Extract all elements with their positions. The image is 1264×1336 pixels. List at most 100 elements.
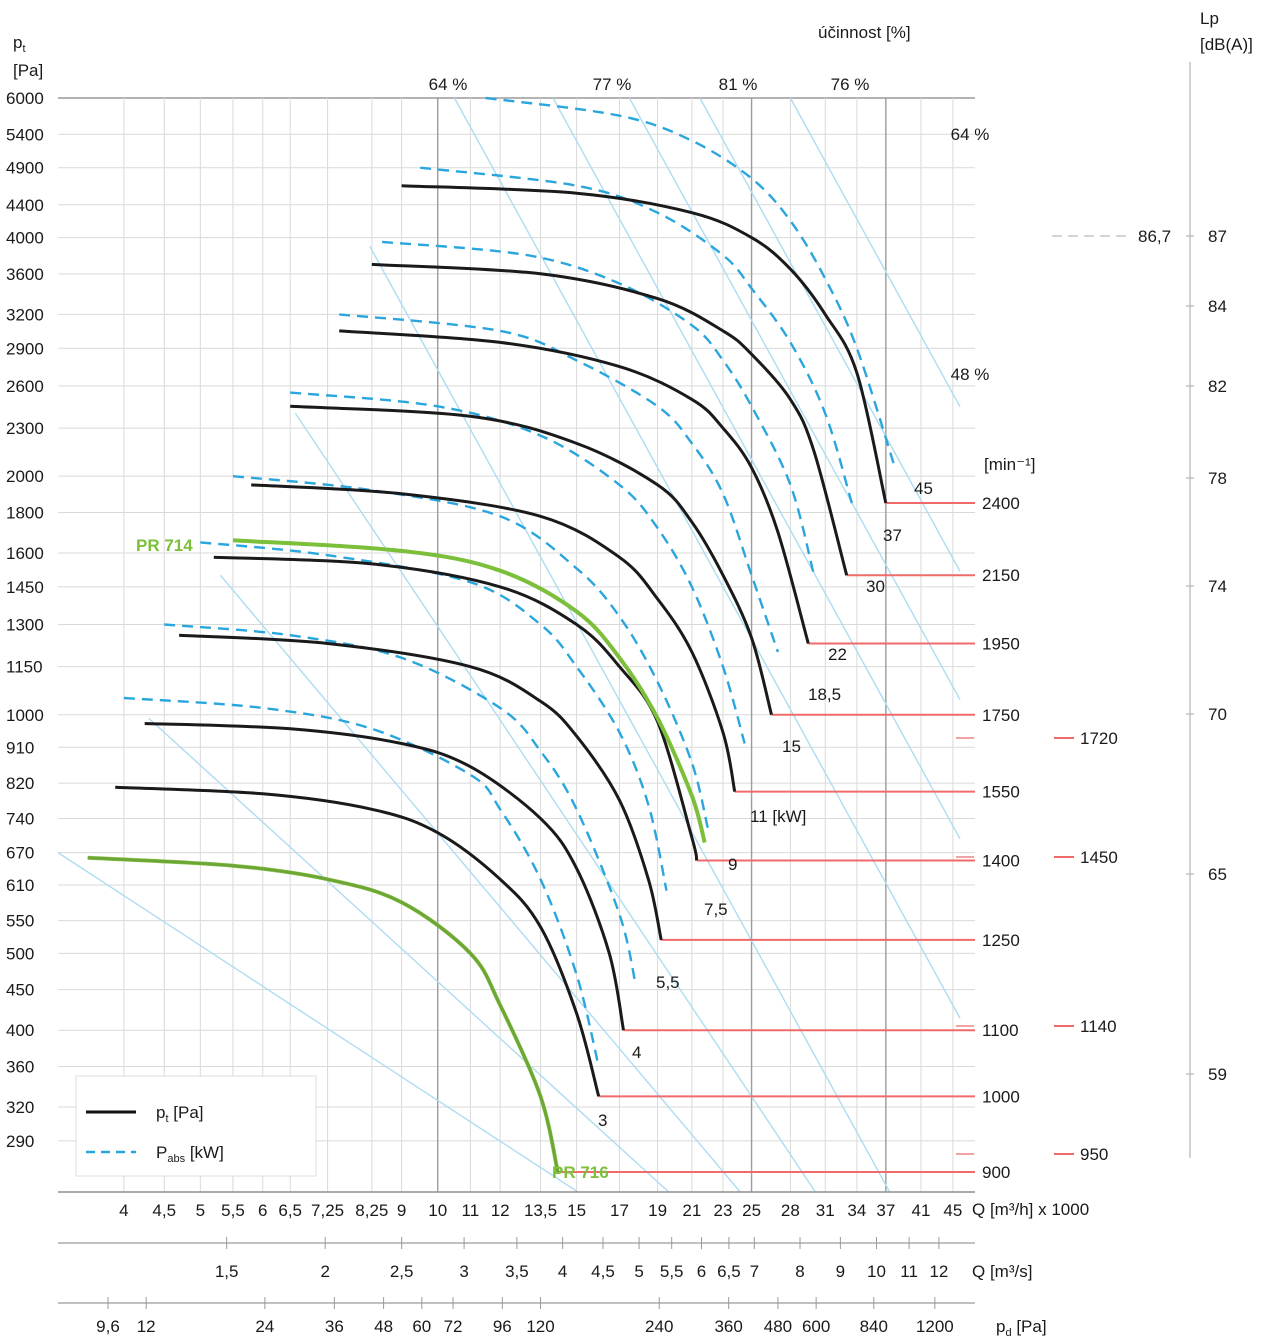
pd-tick-label: 24 (255, 1317, 274, 1336)
y-tick-label: 3600 (6, 265, 44, 284)
flow-mh-tick-label: 12 (491, 1201, 510, 1220)
flow-ms-tick-label: 3 (459, 1262, 468, 1281)
y-tick-label: 820 (6, 774, 34, 793)
pt-curve (339, 329, 810, 644)
efficiency-label: 64 % (429, 75, 468, 94)
noise-axis-unit: [dB(A)] (1200, 35, 1253, 54)
efficiency-line (699, 97, 961, 572)
motor-power-label: 37 (883, 526, 902, 545)
flow-ms-tick-label: 7 (750, 1262, 759, 1281)
y-tick-label: 670 (6, 844, 34, 863)
pd-tick-label: 1200 (916, 1317, 954, 1336)
flow-mh-tick-label: 17 (610, 1201, 629, 1220)
legend-pabs-label: Pabs [kW] (156, 1143, 224, 1165)
pabs-curve (420, 166, 853, 504)
y-tick-label: 2600 (6, 377, 44, 396)
y-tick-label: 2000 (6, 467, 44, 486)
flow-mh-tick-label: 41 (912, 1201, 931, 1220)
motor-power-label: 7,5 (704, 900, 728, 919)
flow-mh-tick-label: 31 (816, 1201, 835, 1220)
flow-mh-tick-label: 28 (781, 1201, 800, 1220)
efficiency-line (552, 97, 961, 840)
legend: pt [Pa] Pabs [kW] (75, 1075, 317, 1177)
pt-curve (371, 262, 849, 576)
flow-mh-unit: Q [m³/h] x 1000 (972, 1200, 1089, 1219)
efficiency-line (628, 97, 961, 701)
pd-tick-label: 120 (526, 1317, 554, 1336)
pr714-curve (232, 538, 707, 844)
y-tick-label: 910 (6, 738, 34, 757)
motor-power-label: 4 (632, 1043, 641, 1062)
flow-mh-tick-label: 25 (742, 1201, 761, 1220)
speed-axis-title: [min⁻¹] (984, 455, 1035, 474)
flow-ms-tick-label: 4,5 (591, 1262, 615, 1281)
y-tick-label: 400 (6, 1021, 34, 1040)
y-tick-label: 500 (6, 944, 34, 963)
pd-tick-label: 12 (137, 1317, 156, 1336)
efficiency-label: 64 % (951, 125, 990, 144)
secondary-speed-label: 1720 (1080, 729, 1118, 748)
secondary-speed-label: 950 (1080, 1145, 1108, 1164)
noise-tick-label: 59 (1208, 1065, 1227, 1084)
y-tick-label: 1300 (6, 615, 44, 634)
secondary-speed-label: 1450 (1080, 848, 1118, 867)
noise-marker-value: 86,7 (1138, 227, 1171, 246)
noise-tick-label: 87 (1208, 227, 1227, 246)
efficiency-title: účinnost [%] (818, 23, 911, 42)
motor-power-label: 22 (828, 645, 847, 664)
flow-mh-tick-label: 11 (462, 1201, 480, 1220)
flow-ms-tick-label: 11 (900, 1262, 918, 1281)
secondary-speed-label: 1140 (1080, 1017, 1117, 1036)
pd-tick-label: 72 (444, 1317, 463, 1336)
y-tick-label: 1600 (6, 544, 44, 563)
pabs-curve (200, 541, 668, 891)
pabs-curve (123, 696, 600, 1067)
flow-mh-tick-label: 37 (876, 1201, 895, 1220)
pabs-curve (339, 313, 780, 653)
flow-ms-tick-label: 6,5 (717, 1262, 741, 1281)
efficiency-line (369, 245, 891, 1193)
flow-mh-tick-label: 8,25 (355, 1201, 388, 1220)
flow-ms-tick-label: 5 (634, 1262, 643, 1281)
flow-ms-tick-label: 12 (929, 1262, 948, 1281)
y-tick-label: 4400 (6, 196, 44, 215)
speed-label: 900 (982, 1163, 1010, 1182)
legend-pt-label: pt [Pa] (156, 1103, 204, 1125)
noise-tick-label: 65 (1208, 865, 1227, 884)
flow-mh-tick-label: 13,5 (524, 1201, 557, 1220)
motor-power-label: 18,5 (808, 685, 841, 704)
pd-tick-label: 48 (374, 1317, 393, 1336)
pd-tick-label: 60 (412, 1317, 431, 1336)
efficiency-label: 48 % (951, 365, 990, 384)
pt-curve (251, 483, 737, 792)
y-tick-label: 1450 (6, 578, 44, 597)
flow-ms-tick-label: 1,5 (215, 1262, 239, 1281)
flow-mh-tick-label: 4,5 (152, 1201, 176, 1220)
motor-power-label: 15 (782, 737, 801, 756)
flow-mh-tick-label: 5,5 (221, 1201, 245, 1220)
pd-tick-label: 840 (860, 1317, 888, 1336)
flow-mh-tick-label: 15 (567, 1201, 586, 1220)
flow-ms-tick-label: 5,5 (660, 1262, 684, 1281)
y-tick-label: 2300 (6, 419, 44, 438)
pabs-curves (123, 96, 897, 1067)
motor-power-label: 30 (866, 577, 885, 596)
y-tick-label: 360 (6, 1057, 34, 1076)
speed-markers (557, 502, 1074, 1173)
y-tick-label: 2900 (6, 339, 44, 358)
flow-ms-tick-label: 2,5 (390, 1262, 414, 1281)
speed-label: 1750 (982, 706, 1020, 725)
pd-tick-label: 360 (714, 1317, 742, 1336)
motor-power-label: 11 [kW] (750, 807, 806, 826)
y-tick-label: 550 (6, 912, 34, 931)
pt-curve (179, 633, 663, 941)
flow-mh-tick-label: 23 (714, 1201, 733, 1220)
efficiency-line (789, 97, 961, 408)
y-tick-label: 5400 (6, 125, 44, 144)
flow-mh-tick-label: 34 (847, 1201, 866, 1220)
y-axis-title: pt (13, 33, 26, 55)
speed-label: 2400 (982, 494, 1020, 513)
flow-mh-tick-label: 19 (648, 1201, 667, 1220)
flow-ms-tick-label: 2 (320, 1262, 329, 1281)
